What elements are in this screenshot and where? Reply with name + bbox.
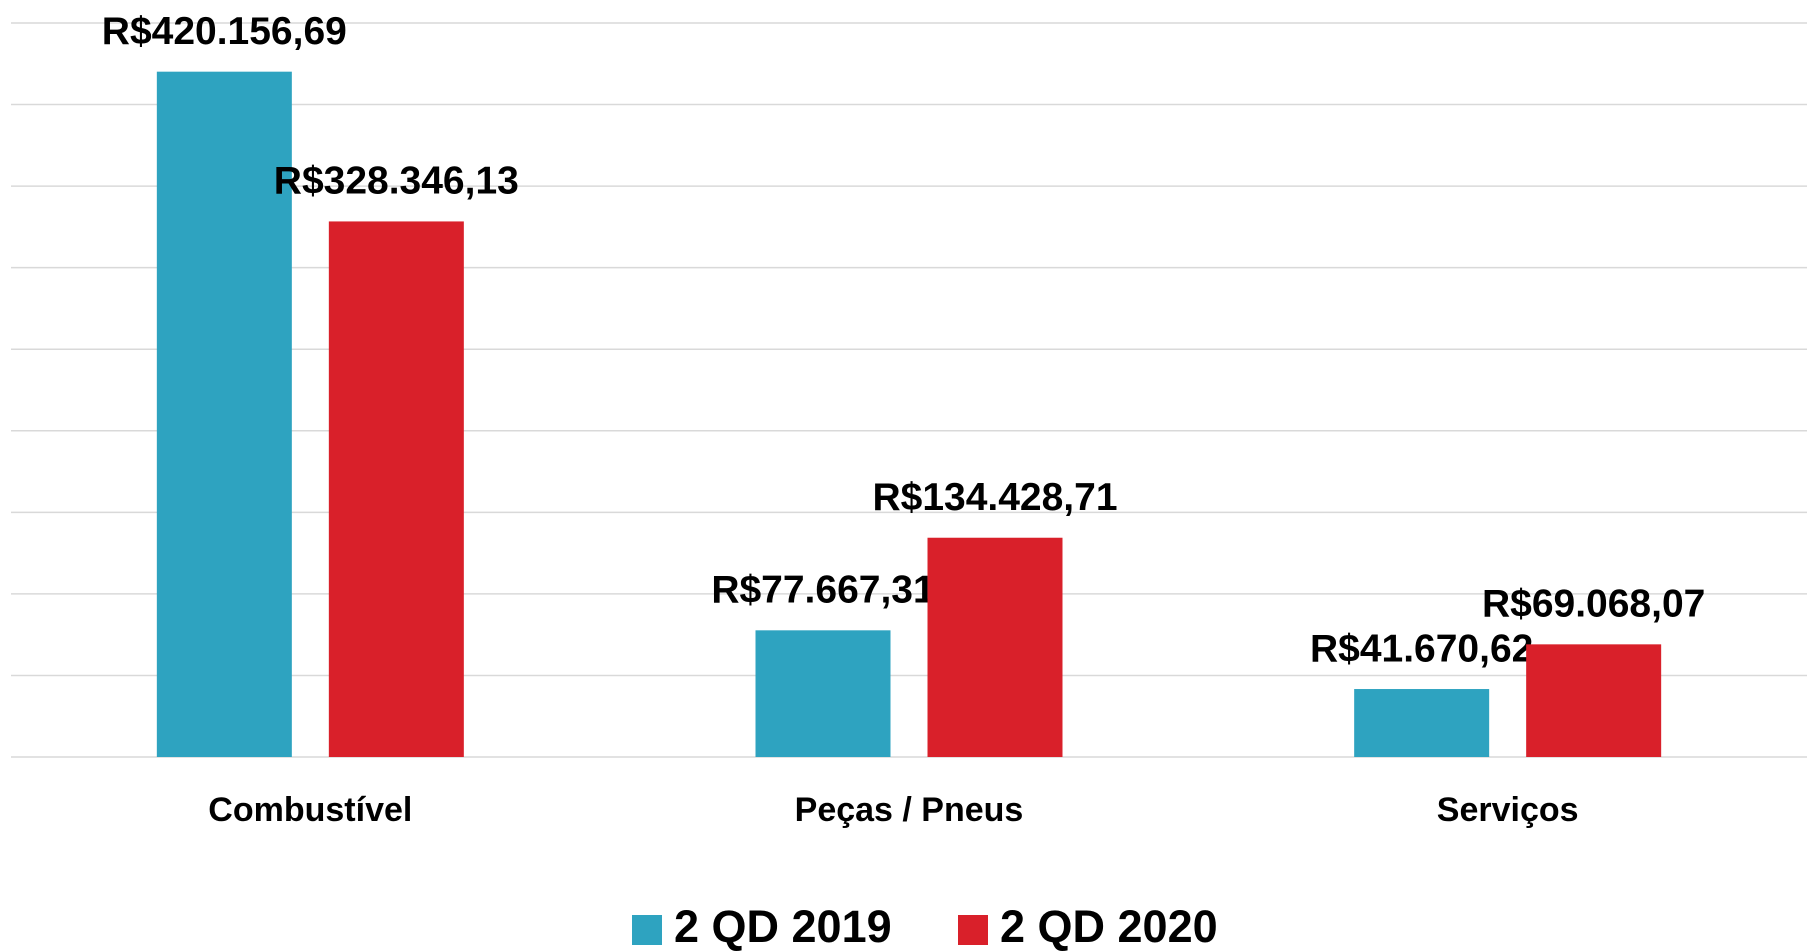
data-label: R$134.428,71	[872, 476, 1117, 519]
data-label: R$41.670,62	[1310, 627, 1533, 670]
legend-label: 2 QD 2019	[674, 901, 892, 952]
bar	[1354, 689, 1490, 757]
bar	[1526, 644, 1662, 757]
legend-swatch	[958, 915, 988, 945]
x-tick-label: Serviços	[1437, 791, 1579, 829]
bar	[156, 71, 292, 758]
bar	[927, 537, 1063, 757]
bar	[755, 630, 891, 757]
x-tick-label: Combustível	[208, 791, 412, 829]
legend-label: 2 QD 2020	[1000, 901, 1218, 952]
data-label: R$420.156,69	[102, 10, 347, 53]
data-label: R$69.068,07	[1482, 583, 1705, 626]
data-label: R$328.346,13	[274, 160, 519, 203]
x-tick-label: Peças / Pneus	[795, 791, 1024, 829]
bar	[328, 221, 464, 758]
data-label: R$77.667,31	[711, 569, 934, 612]
legend-swatch	[632, 915, 662, 945]
